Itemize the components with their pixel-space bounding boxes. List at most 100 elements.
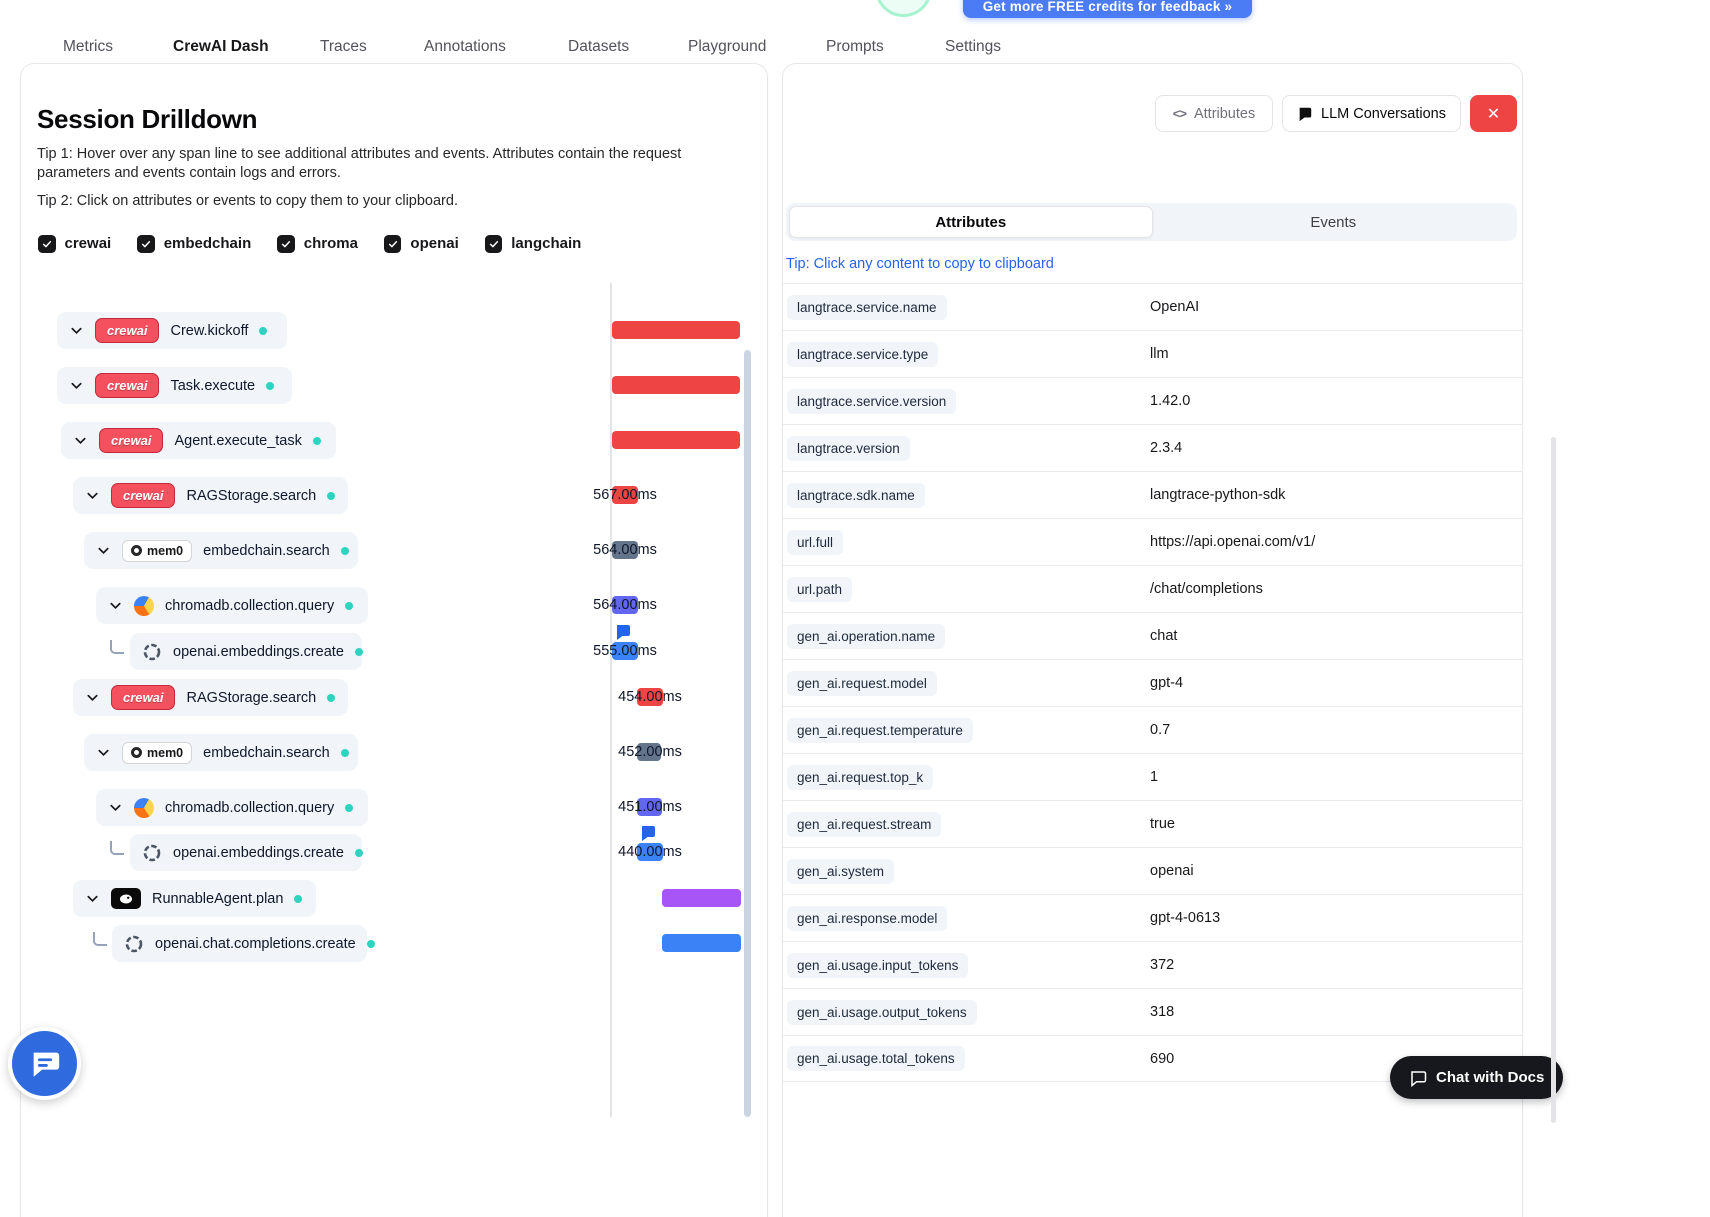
tab-playground[interactable]: Playground (688, 38, 767, 55)
checkbox-checked-icon[interactable] (137, 235, 155, 253)
timeline-bar[interactable] (637, 688, 663, 706)
attribute-key[interactable]: url.path (787, 576, 853, 602)
attribute-value[interactable]: 0.7 (1150, 722, 1171, 738)
span-row-ragstorage-search[interactable]: crewai RAGStorage.search (73, 477, 348, 514)
attribute-value[interactable]: llm (1150, 346, 1169, 362)
attribute-key[interactable]: gen_ai.usage.output_tokens (787, 999, 977, 1025)
span-row-openai-embeddings[interactable]: openai.embeddings.create (130, 633, 363, 670)
tab-attributes[interactable]: Attributes (789, 206, 1153, 238)
attribute-key[interactable]: gen_ai.operation.name (787, 623, 946, 649)
attribute-value[interactable]: 1.42.0 (1150, 393, 1191, 409)
attribute-value[interactable]: /chat/completions (1150, 581, 1263, 597)
timeline-bar[interactable] (612, 541, 638, 559)
attribute-key[interactable]: gen_ai.usage.total_tokens (787, 1046, 965, 1071)
chevron-down-icon[interactable] (73, 433, 88, 448)
filter-langchain[interactable]: langchain (484, 235, 581, 253)
timeline-bar[interactable] (612, 642, 638, 660)
span-row-openai-embeddings-2[interactable]: openai.embeddings.create (130, 834, 363, 871)
chevron-down-icon[interactable] (85, 488, 100, 503)
chevron-down-icon[interactable] (69, 378, 84, 393)
timeline-bar[interactable] (662, 889, 741, 907)
attribute-value[interactable]: 372 (1150, 957, 1175, 973)
span-row-task-execute[interactable]: crewai Task.execute (57, 367, 292, 404)
attribute-value[interactable]: 2.3.4 (1150, 440, 1183, 456)
tab-settings[interactable]: Settings (945, 38, 1002, 55)
chevron-down-icon[interactable] (85, 690, 100, 705)
tab-traces[interactable]: Traces (320, 38, 367, 55)
attribute-value[interactable]: 1 (1150, 769, 1159, 785)
checkbox-checked-icon[interactable] (383, 235, 402, 253)
attribute-key[interactable]: langtrace.service.name (787, 294, 947, 320)
timeline-bar[interactable] (612, 376, 740, 394)
span-row-agent-execute-task[interactable]: crewai Agent.execute_task (61, 422, 336, 459)
checkbox-checked-icon[interactable] (484, 235, 503, 253)
attribute-value[interactable]: gpt-4-0613 (1150, 910, 1221, 926)
tree-scrollbar[interactable] (744, 350, 751, 1117)
checkbox-checked-icon[interactable] (277, 235, 295, 253)
timeline-bar[interactable] (637, 843, 663, 861)
chat-widget-button[interactable] (8, 1027, 81, 1100)
timeline-bar[interactable] (612, 486, 638, 504)
span-row-crew-kickoff[interactable]: crewai Crew.kickoff (57, 312, 287, 349)
attribute-key[interactable]: langtrace.sdk.name (787, 482, 925, 508)
attribute-key[interactable]: gen_ai.system (787, 858, 895, 884)
attributes-button[interactable]: <> Attributes (1155, 95, 1273, 132)
attribute-key[interactable]: gen_ai.usage.input_tokens (787, 952, 969, 978)
attribute-value[interactable]: https://api.openai.com/v1/ (1150, 534, 1316, 550)
span-row-runnableagent-plan[interactable]: RunnableAgent.plan (73, 880, 316, 917)
attribute-value[interactable]: 318 (1150, 1004, 1175, 1020)
chevron-down-icon[interactable] (96, 543, 111, 558)
chevron-down-icon[interactable] (96, 745, 111, 760)
credits-button[interactable]: Get more FREE credits for feedback » (963, 0, 1252, 18)
llm-conversations-button[interactable]: LLM Conversations (1282, 95, 1461, 132)
timeline-bar[interactable] (612, 321, 740, 339)
attribute-value[interactable]: true (1150, 816, 1175, 832)
chat-with-docs-button[interactable]: Chat with Docs (1390, 1056, 1564, 1099)
span-row-embedchain-search-2[interactable]: mem0 embedchain.search (84, 734, 358, 771)
attribute-key[interactable]: langtrace.service.type (787, 341, 939, 367)
attribute-value[interactable]: langtrace-python-sdk (1150, 487, 1286, 503)
close-button[interactable]: ✕ (1470, 95, 1517, 132)
attribute-key[interactable]: gen_ai.request.top_k (787, 764, 934, 790)
tab-crewai-dash[interactable]: CrewAI Dash (173, 38, 269, 55)
chevron-down-icon[interactable] (108, 800, 123, 815)
attribute-key[interactable]: langtrace.service.version (787, 388, 957, 414)
attribute-key[interactable]: url.full (787, 529, 844, 555)
span-row-chromadb-query-2[interactable]: chromadb.collection.query (96, 789, 368, 826)
attribute-key[interactable]: gen_ai.response.model (787, 905, 948, 931)
span-row-chromadb-query[interactable]: chromadb.collection.query (96, 587, 368, 624)
filter-chroma[interactable]: chroma (277, 235, 358, 253)
tab-metrics[interactable]: Metrics (63, 38, 113, 55)
tab-datasets[interactable]: Datasets (568, 38, 630, 55)
tab-annotations[interactable]: Annotations (424, 38, 506, 55)
attribute-key[interactable]: gen_ai.request.stream (787, 811, 942, 837)
avatar[interactable] (875, 0, 932, 17)
tab-events[interactable]: Events (1153, 206, 1515, 238)
attribute-key[interactable]: langtrace.version (787, 435, 910, 461)
filter-embedchain[interactable]: embedchain (137, 235, 251, 253)
span-row-embedchain-search[interactable]: mem0 embedchain.search (84, 532, 358, 569)
page-scrollbar[interactable] (1551, 437, 1556, 1123)
tab-prompts[interactable]: Prompts (826, 38, 884, 55)
timeline-bar[interactable] (612, 596, 638, 614)
attribute-value[interactable]: chat (1150, 628, 1178, 644)
attribute-value[interactable]: gpt-4 (1150, 675, 1184, 691)
span-row-ragstorage-search-2[interactable]: crewai RAGStorage.search (73, 679, 348, 716)
timeline-bar[interactable] (637, 798, 662, 816)
span-row-openai-chat-completions[interactable]: openai.chat.completions.create (112, 925, 375, 962)
attribute-key[interactable]: gen_ai.request.temperature (787, 717, 973, 743)
filter-crewai[interactable]: crewai (38, 235, 111, 253)
timeline-bar[interactable] (662, 934, 741, 952)
timeline-bar[interactable] (637, 743, 661, 761)
filter-openai[interactable]: openai (383, 235, 459, 253)
attribute-value[interactable]: 690 (1150, 1050, 1175, 1067)
chevron-down-icon[interactable] (69, 323, 84, 338)
attribute-value[interactable]: openai (1150, 863, 1194, 879)
attribute-key[interactable]: gen_ai.request.model (787, 670, 937, 696)
timeline-bar[interactable] (612, 431, 740, 449)
chevron-down-icon[interactable] (85, 891, 100, 906)
copy-tip-link[interactable]: Tip: Click any content to copy to clipbo… (786, 256, 1054, 272)
attribute-value[interactable]: OpenAI (1150, 299, 1200, 315)
checkbox-checked-icon[interactable] (38, 235, 56, 253)
chevron-down-icon[interactable] (108, 598, 123, 613)
